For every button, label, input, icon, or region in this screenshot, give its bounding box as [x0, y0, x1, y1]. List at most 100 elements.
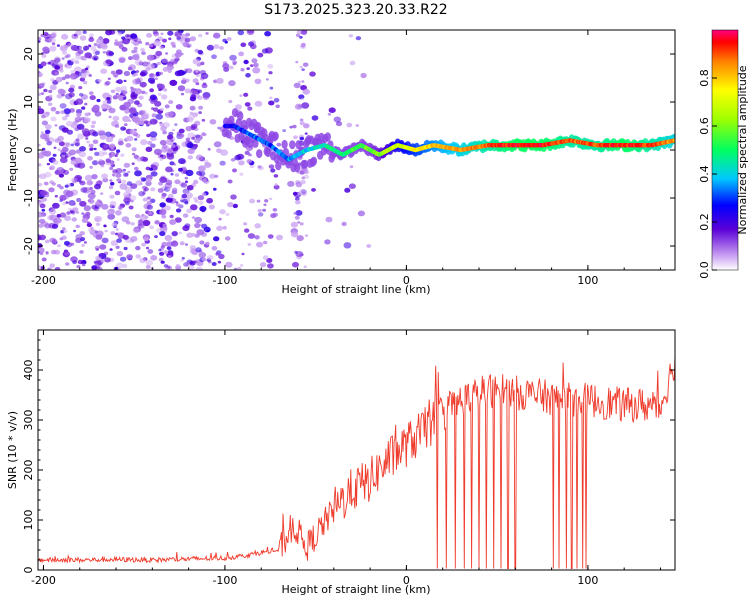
spectrogram-cell: [148, 43, 154, 48]
spectrogram-cell: [179, 133, 185, 138]
spectrogram-cell: [162, 130, 168, 135]
spectrogram-cell: [197, 95, 203, 101]
spectrogram-cell: [58, 173, 65, 178]
spectrogram-cell: [213, 32, 221, 39]
spectrogram-cell: [224, 40, 228, 44]
spectrogram-cell: [178, 231, 182, 235]
spectrogram-cell: [169, 79, 178, 86]
spectrogram-cell: [153, 148, 162, 156]
spectrogram-cell: [133, 154, 139, 159]
spectrogram-cell: [109, 248, 113, 251]
spectrogram-cell: [189, 36, 196, 42]
spectrogram-cell: [44, 129, 51, 134]
spectrogram-cell: [344, 187, 351, 193]
spectrogram-cell: [61, 127, 69, 133]
spectrogram-cell: [229, 54, 237, 61]
spectrogram-cell: [189, 245, 196, 251]
spectrogram-cell: [115, 152, 119, 155]
spectrogram-cell: [54, 65, 60, 70]
spectrogram-cell: [239, 94, 243, 97]
spectrogram-cell: [70, 69, 76, 74]
spectrogram-cell: [129, 108, 137, 114]
spectrogram-cell: [70, 44, 79, 51]
spectrogram-cell: [66, 211, 71, 215]
spectrogram-cell: [199, 170, 206, 177]
spectrogram-cell: [138, 191, 145, 197]
spectrogram-cell: [134, 138, 138, 141]
spectrogram-cell: [140, 156, 144, 160]
spectrogram-cell: [182, 77, 186, 81]
spectrogram-cell: [268, 164, 275, 169]
spectrogram-cell: [145, 42, 150, 46]
spectrogram-cell: [257, 165, 262, 169]
spectrogram-cell: [311, 115, 319, 121]
spectrogram-cell: [89, 91, 94, 95]
spectrogram-cell: [349, 60, 356, 66]
spectrogram-cell: [145, 264, 151, 269]
spectrogram-cell: [59, 45, 68, 52]
spectrogram-cell: [172, 187, 178, 192]
spectrogram-cell: [38, 108, 45, 115]
spectrogram-cell: [44, 38, 49, 42]
spectrogram-cell: [102, 151, 108, 156]
spectrogram-cell: [81, 128, 90, 135]
spectrogram-cell: [232, 203, 238, 209]
spectrogram-cell: [175, 208, 182, 213]
spectrogram-cell: [121, 169, 125, 173]
spectrogram-cell: [63, 240, 70, 246]
spectrogram-cell: [100, 164, 105, 168]
spectrogram-cell: [153, 107, 159, 112]
spectrogram-cell: [82, 57, 88, 61]
spectrogram-cell: [164, 234, 173, 242]
spectrogram-cell: [181, 257, 185, 260]
spectrogram-cell: [123, 192, 130, 198]
spectrogram-cell: [108, 143, 116, 149]
spectrogram-cell: [244, 228, 250, 233]
spectrogram-cell: [175, 203, 180, 207]
spectrogram-cell: [91, 120, 97, 125]
spectrogram-cell: [267, 263, 274, 269]
spectrogram-cell: [54, 249, 61, 255]
spectrogram-cell: [146, 200, 153, 205]
spectrogram-cell: [51, 42, 56, 46]
spectrogram-cell: [216, 77, 224, 84]
spectrogram-cell: [186, 185, 194, 191]
spectrogram-cell: [143, 112, 150, 118]
spectrogram-cell: [88, 129, 97, 136]
spectrogram-cell: [155, 50, 163, 57]
spectrogram-cell: [290, 231, 299, 238]
spectrogram-cell: [206, 229, 210, 233]
spectrogram-cell: [147, 211, 152, 215]
x-tick-label: -200: [31, 574, 56, 587]
spectrogram-cell: [68, 207, 72, 211]
spectrogram-cell: [84, 112, 90, 117]
y-tick-label: 400: [22, 360, 35, 381]
spectrogram-cell: [134, 50, 138, 53]
spectrogram-cell: [65, 113, 70, 117]
spectrogram-cell: [119, 256, 127, 262]
spectrogram-cell: [65, 120, 74, 127]
spectrogram-cell: [117, 32, 122, 36]
spectrogram-cell: [72, 207, 79, 212]
spectrogram-cell: [301, 68, 305, 71]
spectrogram-cell: [43, 181, 49, 186]
spectrogram-cell: [324, 239, 331, 245]
spectrogram-cell: [114, 190, 121, 196]
spectrogram-cell: [180, 92, 185, 96]
colorbar-label: Normalized spectral amplitude: [736, 65, 749, 234]
spectrogram-cell: [54, 194, 58, 198]
spectrogram-cell: [348, 183, 356, 189]
spectrogram-cell: [238, 160, 245, 166]
spectrogram-cell: [145, 67, 151, 72]
spectrogram-cell: [225, 261, 233, 268]
spectrogram-cell: [159, 202, 166, 208]
spectrogram-cell: [205, 32, 209, 35]
spectrogram-cell: [63, 108, 71, 115]
spectrogram-cell: [182, 42, 190, 48]
spectrogram-cell: [233, 267, 238, 270]
spectrogram-cell: [75, 109, 83, 114]
spectrogram-cell: [167, 255, 172, 259]
spectrogram-cell: [218, 253, 225, 260]
spectrogram-cell: [355, 36, 362, 41]
spectrogram-cell: [92, 139, 99, 145]
